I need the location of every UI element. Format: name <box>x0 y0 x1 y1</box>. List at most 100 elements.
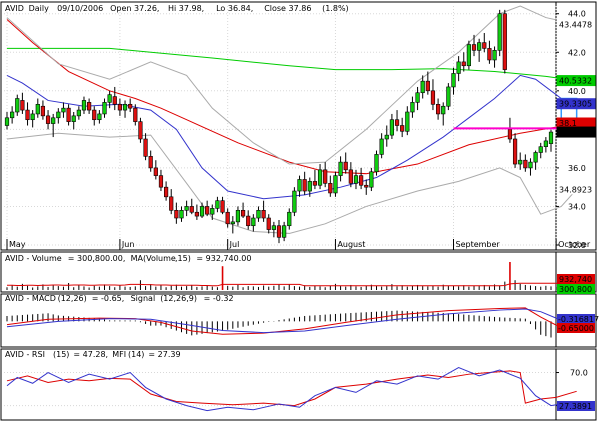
candle-body <box>282 225 287 238</box>
candle-body <box>169 196 174 211</box>
candle-body <box>143 138 148 157</box>
candlestick <box>482 32 487 53</box>
candlestick <box>374 150 379 176</box>
candlestick <box>512 133 518 168</box>
rsi-title: = 47.28, <box>73 350 108 359</box>
candlestick <box>35 98 40 118</box>
candlestick <box>400 117 405 138</box>
rsi-line <box>6 370 577 407</box>
candle-body <box>102 102 107 115</box>
candle-body <box>369 171 374 188</box>
candle-body <box>138 121 143 140</box>
volume-value-box <box>557 284 595 294</box>
candle-body <box>76 109 81 117</box>
macd-title: (12,26,9) <box>160 294 197 303</box>
candlestick <box>76 106 81 120</box>
candle-body <box>266 217 271 230</box>
candle-body <box>158 175 164 188</box>
candle-body <box>543 140 548 148</box>
candle-body <box>487 48 492 61</box>
candle-body <box>194 211 199 217</box>
macd-title: (12,26) <box>58 294 87 303</box>
candlestick <box>471 34 477 57</box>
candle-body <box>20 100 25 111</box>
candlestick <box>276 219 282 244</box>
candlestick <box>425 71 430 95</box>
rsi-tick-label: 70.0 <box>570 369 588 378</box>
candlestick <box>97 110 102 124</box>
candlestick <box>461 52 466 72</box>
candlestick <box>235 206 241 226</box>
candlestick <box>15 94 20 116</box>
candlestick <box>122 100 128 118</box>
candlestick <box>169 189 174 215</box>
candlestick <box>369 167 374 192</box>
candle-body <box>533 152 538 163</box>
candlestick <box>477 38 482 62</box>
moving-average-line <box>6 19 577 175</box>
candlestick <box>538 142 543 159</box>
candlestick <box>251 214 256 232</box>
candlestick <box>364 179 369 195</box>
candle-body <box>25 109 30 121</box>
candle-body <box>374 154 379 173</box>
candle-body <box>163 186 169 198</box>
macd-title: = -0.65, <box>92 294 125 303</box>
candle-body <box>333 175 338 194</box>
candle-body <box>497 13 502 51</box>
candlestick <box>302 171 307 195</box>
y-tick-label: 42.0 <box>568 48 586 57</box>
candle-body <box>492 50 497 61</box>
header-text: Lo 36.84, <box>216 4 253 13</box>
candle-body <box>482 42 487 49</box>
candlestick <box>107 90 112 109</box>
candlestick <box>523 154 528 172</box>
rsi-title: (15) <box>53 350 69 359</box>
candle-body <box>512 138 518 165</box>
candlestick <box>174 202 179 224</box>
candlestick <box>266 214 271 234</box>
candle-body <box>189 206 194 213</box>
candle-body <box>56 111 61 119</box>
candlestick <box>25 102 30 126</box>
candle-body <box>420 80 425 94</box>
candlestick <box>533 150 538 170</box>
candle-body <box>30 113 35 121</box>
candlestick <box>410 96 415 118</box>
candle-body <box>276 225 282 238</box>
candlestick <box>502 9 507 74</box>
candle-body <box>415 92 420 103</box>
candlestick <box>240 202 246 219</box>
candlestick <box>282 221 287 242</box>
candle-body <box>133 107 138 122</box>
candlestick <box>420 75 425 99</box>
candlestick <box>61 102 66 118</box>
candle-body <box>425 80 430 92</box>
candlestick <box>112 86 117 111</box>
candle-body <box>292 190 297 213</box>
candlestick <box>10 106 15 124</box>
candlestick <box>225 208 230 228</box>
y-tick-label: 40.0 <box>568 87 586 96</box>
candlestick <box>210 204 215 220</box>
candlestick <box>56 108 61 124</box>
candlestick <box>158 169 164 192</box>
candle-body <box>528 161 533 169</box>
candlestick <box>333 171 338 197</box>
candle-body <box>4 117 10 126</box>
candlestick <box>40 100 46 120</box>
candle-body <box>430 90 436 105</box>
candle-body <box>45 115 51 124</box>
candlestick <box>153 160 158 180</box>
candle-body <box>246 215 251 227</box>
candle-body <box>35 103 40 115</box>
candle-body <box>359 175 364 186</box>
y-tick-label: 34.0 <box>568 202 586 211</box>
volume-value-label: 932,740 <box>559 275 592 284</box>
candlestick <box>379 133 384 159</box>
rsi-panel <box>0 348 597 421</box>
candle-body <box>451 73 456 88</box>
candlestick <box>215 196 220 213</box>
candle-body <box>518 159 523 165</box>
candlestick <box>261 200 266 222</box>
